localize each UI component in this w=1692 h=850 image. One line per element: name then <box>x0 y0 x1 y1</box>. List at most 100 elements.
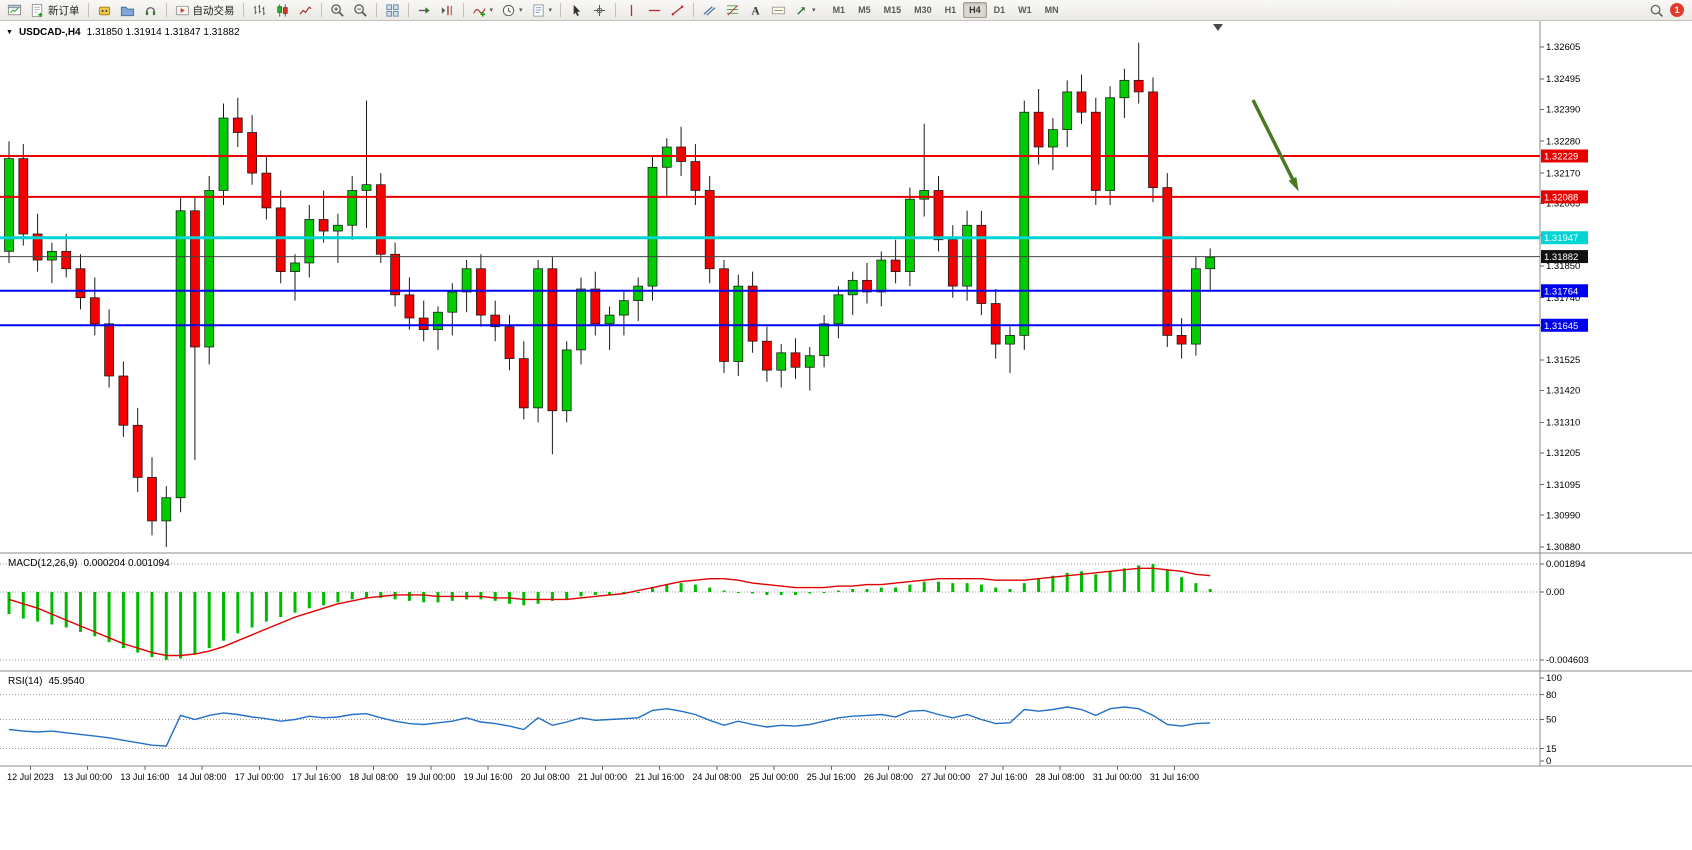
bear-candle <box>1162 187 1173 336</box>
equidistant-channel-button[interactable] <box>699 1 720 20</box>
candles-layer <box>4 42 1216 547</box>
macd-histogram-bar <box>393 591 397 600</box>
templates-button[interactable]: ▾ <box>528 1 556 20</box>
autotrading-button[interactable]: 自动交易 <box>172 1 238 20</box>
macd-signal-line <box>8 567 1211 657</box>
timeframe-m15-button[interactable]: M15 <box>883 5 902 15</box>
timeframe-mn-button[interactable]: MN <box>1044 5 1059 15</box>
chevron-down-icon: ▾ <box>519 6 523 14</box>
timeframe-m1-button[interactable]: M1 <box>832 5 846 15</box>
time-axis-label: 14 Jul 08:00 <box>178 772 227 782</box>
price-1.31764-tag[interactable] <box>1541 284 1588 298</box>
bull-candle <box>919 190 930 200</box>
headset-icon <box>145 6 155 15</box>
bull-candle <box>290 262 300 273</box>
timeframe-m30-button[interactable]: M30 <box>914 5 932 15</box>
clock-icon <box>502 4 515 16</box>
macd-histogram-bar <box>279 591 283 618</box>
vertical-line-button[interactable] <box>621 1 642 20</box>
timeframe-h4-button[interactable]: H4 <box>963 2 987 18</box>
price-axis-label: 1.31740 <box>1546 293 1580 304</box>
bear-candle <box>719 268 729 362</box>
price-1.32229-tag[interactable] <box>1541 149 1588 163</box>
macd-histogram-bar <box>908 584 912 592</box>
profiles-icon <box>120 6 134 16</box>
macd-histogram-bar <box>222 591 225 641</box>
timeframe-d1-button[interactable]: D1 <box>993 5 1006 15</box>
macd-histogram-bar <box>179 591 183 659</box>
bear-candle <box>1148 91 1158 188</box>
price-1.31764-tag-text: 1.31764 <box>1544 286 1578 297</box>
ea-icon <box>98 6 110 15</box>
horizontal-line-button[interactable] <box>644 1 665 20</box>
macd-histogram-bar <box>164 591 168 660</box>
chart-window-button[interactable] <box>4 1 25 20</box>
trendline-button[interactable] <box>667 1 688 20</box>
macd-histogram-bar <box>250 591 254 628</box>
rsi-scale-label: 100 <box>1546 673 1562 684</box>
toolbar-separator <box>375 3 377 17</box>
arrows-button[interactable]: ▾ <box>791 1 819 20</box>
crosshair-button[interactable] <box>589 1 610 20</box>
bear-candle <box>790 352 801 368</box>
bar-chart-button[interactable] <box>249 1 270 20</box>
bull-candle <box>962 224 972 287</box>
price-axis-label: 1.30990 <box>1546 510 1580 521</box>
timeframe-w1-button[interactable]: W1 <box>1018 5 1032 15</box>
macd-histogram-bar <box>1151 563 1155 592</box>
bull-candle <box>633 285 644 301</box>
macd-histogram-bar <box>708 587 712 592</box>
bear-candle <box>547 268 558 412</box>
search-icon[interactable] <box>1649 3 1664 18</box>
macd-scale-label: -0.004603 <box>1546 655 1589 666</box>
new-order-icon <box>31 3 43 17</box>
indicators-icon <box>472 7 486 17</box>
notification-badge[interactable]: 1 <box>1670 3 1684 17</box>
periods-button[interactable]: ▾ <box>498 1 526 20</box>
macd-histogram-bar <box>436 591 440 603</box>
timeframe-m5-button[interactable]: M5 <box>858 5 871 15</box>
profiles-button[interactable] <box>117 1 138 20</box>
bull-candle <box>776 352 787 371</box>
fibo-icon <box>726 4 739 16</box>
auto-scroll-button[interactable] <box>414 1 435 20</box>
time-axis-label: 21 Jul 16:00 <box>635 772 684 782</box>
line-chart-button[interactable] <box>295 1 316 20</box>
tile-windows-button[interactable] <box>382 1 403 20</box>
arrow-annotation[interactable] <box>1251 99 1298 187</box>
macd-histogram-bar <box>1051 575 1055 592</box>
bull-candle <box>4 158 14 252</box>
candlestick-chart-button[interactable] <box>272 1 293 20</box>
macd-histogram-bar <box>751 591 755 594</box>
bull-candle <box>619 300 629 316</box>
price-axis-label: 1.31420 <box>1546 386 1580 397</box>
price-1.32088-tag[interactable] <box>1541 190 1588 204</box>
expert-advisors-button[interactable] <box>94 1 115 20</box>
price-1.31645-tag[interactable] <box>1541 318 1588 332</box>
macd-histogram-bar <box>379 591 383 598</box>
macd-histogram-bar <box>7 591 11 615</box>
zoom-in-button[interactable] <box>327 1 348 20</box>
text-button[interactable]: A <box>745 1 766 20</box>
macd-histogram-bar <box>822 591 826 593</box>
chart-shift-button[interactable] <box>437 1 458 20</box>
bull-candle <box>733 285 744 362</box>
time-axis-label: 18 Jul 08:00 <box>349 772 398 782</box>
fibonacci-button[interactable] <box>722 1 743 20</box>
macd-histogram-bar <box>636 591 640 593</box>
price-1.31947-tag[interactable] <box>1541 231 1588 245</box>
zoom-out-button[interactable] <box>350 1 371 20</box>
macd-histogram-bar <box>236 591 240 634</box>
toolbar-separator <box>87 3 89 17</box>
alerts-button[interactable] <box>140 1 161 20</box>
bear-candle <box>704 190 715 270</box>
bear-candle <box>232 117 243 133</box>
cursor-button[interactable] <box>566 1 587 20</box>
text-label-button[interactable] <box>768 1 789 20</box>
bull-candle <box>1062 91 1073 130</box>
indicators-button[interactable]: ▾ <box>469 1 497 20</box>
macd-histogram-bar <box>107 591 111 643</box>
chart-shift-marker[interactable] <box>1213 24 1223 31</box>
timeframe-h1-button[interactable]: H1 <box>944 5 957 15</box>
new-order-button[interactable]: 新订单 <box>27 1 83 20</box>
